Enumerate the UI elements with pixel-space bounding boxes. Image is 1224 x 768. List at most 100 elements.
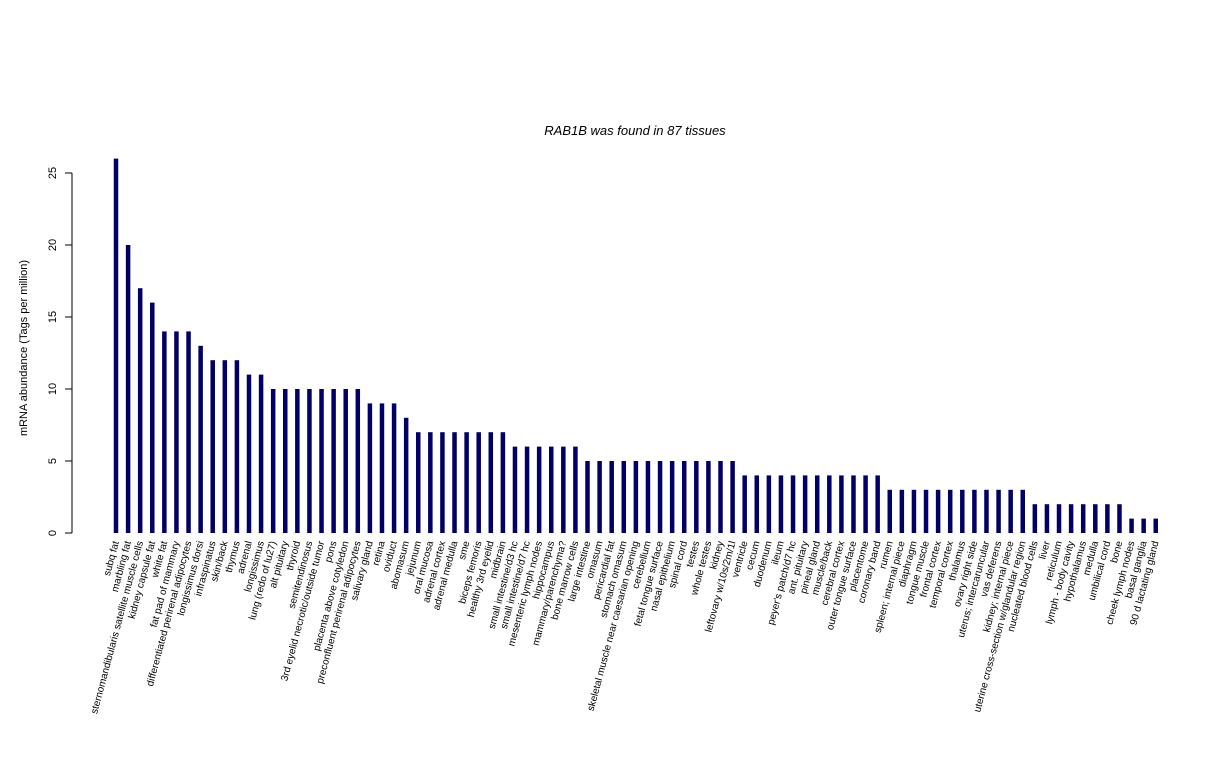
bar xyxy=(150,302,155,533)
bar xyxy=(802,475,808,533)
y-tick-label: 15 xyxy=(47,311,59,323)
bar xyxy=(609,461,614,533)
bar xyxy=(742,475,747,533)
bar xyxy=(186,331,191,533)
bar xyxy=(452,432,457,533)
bar xyxy=(524,446,530,533)
bar xyxy=(391,403,397,533)
bar xyxy=(343,389,348,533)
bar xyxy=(548,446,554,533)
y-tick-label: 5 xyxy=(47,458,59,464)
bar xyxy=(1068,504,1074,533)
bar xyxy=(125,245,131,533)
bar xyxy=(137,288,143,533)
y-tick-label: 10 xyxy=(47,383,59,395)
bar xyxy=(814,475,820,533)
bar xyxy=(1080,504,1086,533)
bar xyxy=(1056,504,1062,533)
x-tick-label: sme xyxy=(457,540,473,562)
bar xyxy=(355,389,361,533)
bar xyxy=(657,461,663,533)
bar xyxy=(839,475,844,533)
bar xyxy=(730,461,735,533)
bar xyxy=(863,475,868,533)
bar xyxy=(851,475,856,533)
bar xyxy=(258,374,264,533)
bar xyxy=(706,461,711,533)
bar xyxy=(947,489,953,533)
bar xyxy=(270,389,276,533)
bar xyxy=(573,446,578,533)
bar xyxy=(621,461,627,533)
bar xyxy=(718,461,723,533)
bar xyxy=(1032,504,1038,533)
bar xyxy=(234,360,240,533)
bar xyxy=(645,461,651,533)
x-tick-label: pons xyxy=(323,540,339,564)
bar xyxy=(428,432,433,533)
bar xyxy=(1105,504,1110,533)
bar xyxy=(1020,489,1025,533)
bar xyxy=(440,432,445,533)
bar xyxy=(1044,504,1050,533)
bar xyxy=(476,432,481,533)
bar xyxy=(597,461,602,533)
y-tick-label: 20 xyxy=(47,239,59,251)
bar xyxy=(911,489,917,533)
bar xyxy=(972,489,977,533)
bar xyxy=(512,446,518,533)
bar xyxy=(222,360,228,533)
bar xyxy=(1117,504,1122,533)
bar xyxy=(996,489,1001,533)
bar xyxy=(500,432,506,533)
bar xyxy=(307,389,312,533)
bar xyxy=(331,389,336,533)
chart-title: RAB1B was found in 87 tissues xyxy=(544,123,726,138)
bar xyxy=(827,475,832,533)
bar xyxy=(198,345,203,533)
bar xyxy=(935,489,941,533)
bar xyxy=(887,489,893,533)
bar xyxy=(246,374,252,533)
bar xyxy=(367,403,373,533)
bar xyxy=(319,389,324,533)
bar xyxy=(561,446,566,533)
bar xyxy=(633,461,639,533)
bar xyxy=(162,331,167,533)
y-tick-label: 0 xyxy=(47,530,59,536)
bar xyxy=(1093,504,1098,533)
bar xyxy=(754,475,760,533)
bar xyxy=(1008,489,1013,533)
bar xyxy=(174,331,179,533)
bar xyxy=(766,475,772,533)
bar xyxy=(283,389,288,533)
bar xyxy=(536,446,542,533)
bar xyxy=(1129,518,1134,533)
bar xyxy=(113,158,119,533)
x-tick-label: liver xyxy=(1037,539,1053,560)
bar xyxy=(681,461,687,533)
bar xyxy=(923,489,929,533)
bar xyxy=(778,475,784,533)
bar xyxy=(694,461,699,533)
bar xyxy=(875,475,880,533)
bar xyxy=(379,403,385,533)
bar xyxy=(295,389,300,533)
bar xyxy=(210,360,215,533)
bar xyxy=(1141,518,1146,533)
bar xyxy=(960,489,965,533)
bar xyxy=(1153,518,1158,533)
bar xyxy=(899,489,905,533)
bar xyxy=(585,461,590,533)
bars-group xyxy=(113,158,1158,533)
bar xyxy=(403,417,409,533)
bar xyxy=(790,475,796,533)
bar xyxy=(416,432,421,533)
bar xyxy=(669,461,675,533)
y-axis-ticks: 0 5 10 15 20 25 xyxy=(47,167,72,536)
bar xyxy=(488,432,494,533)
bar xyxy=(464,432,469,533)
y-axis-label: mRNA abundance (Tags per million) xyxy=(18,260,30,436)
